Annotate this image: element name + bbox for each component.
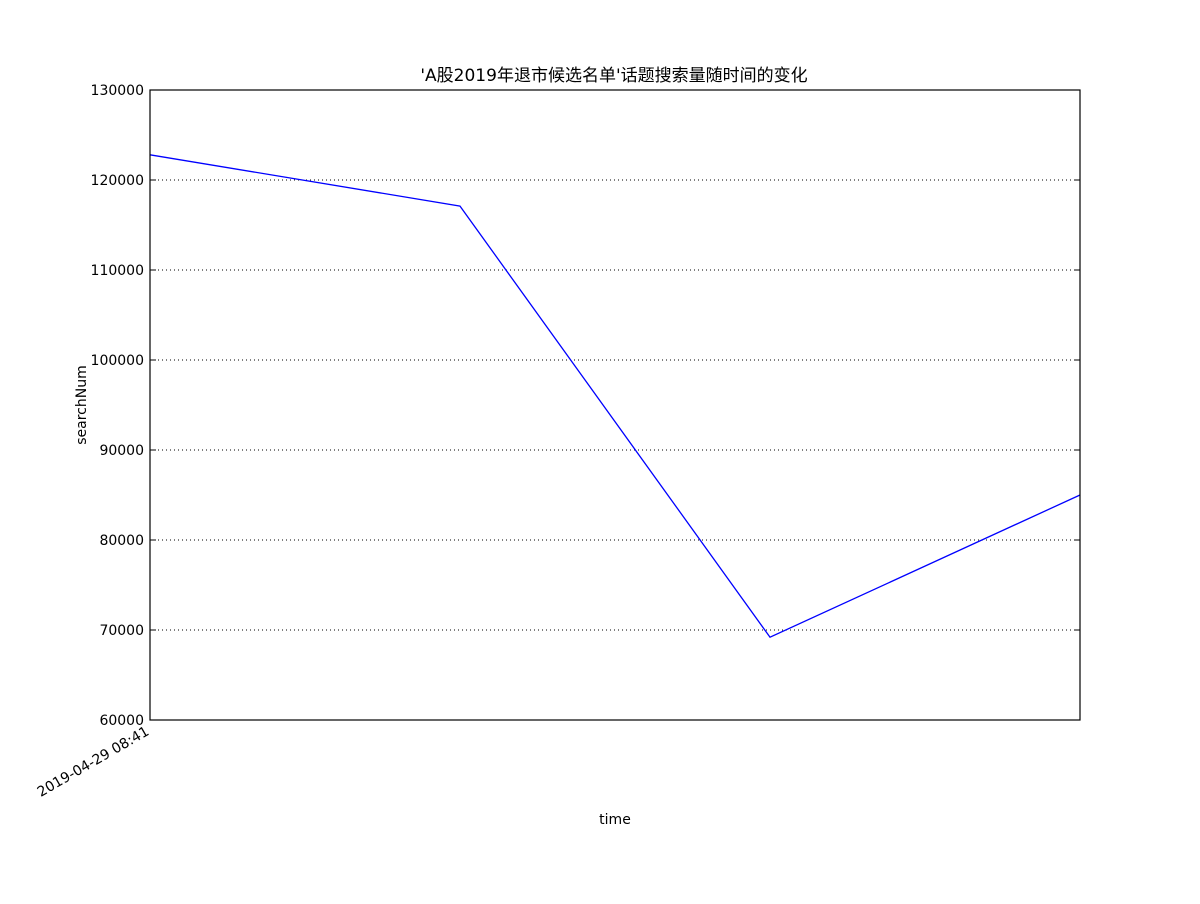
y-tick-label: 110000 [91,263,144,279]
y-tick-label: 80000 [99,533,144,549]
series-line [150,155,1080,637]
y-tick-label: 100000 [91,353,144,369]
y-tick-label: 90000 [99,443,144,459]
series-layer [150,155,1080,638]
y-axis-label: searchNum [74,365,90,445]
chart-title: 'A股2019年退市候选名单'话题搜索量随时间的变化 [420,66,807,86]
y-tick-label: 120000 [91,173,144,189]
x-tick-label: 2019-04-29 08:41 [35,724,152,801]
y-tick-label: 70000 [99,623,144,639]
plot-frame [150,90,1080,720]
y-tick-label: 130000 [91,83,144,99]
grid-lines [150,180,1080,630]
x-axis-label: time [599,812,631,828]
